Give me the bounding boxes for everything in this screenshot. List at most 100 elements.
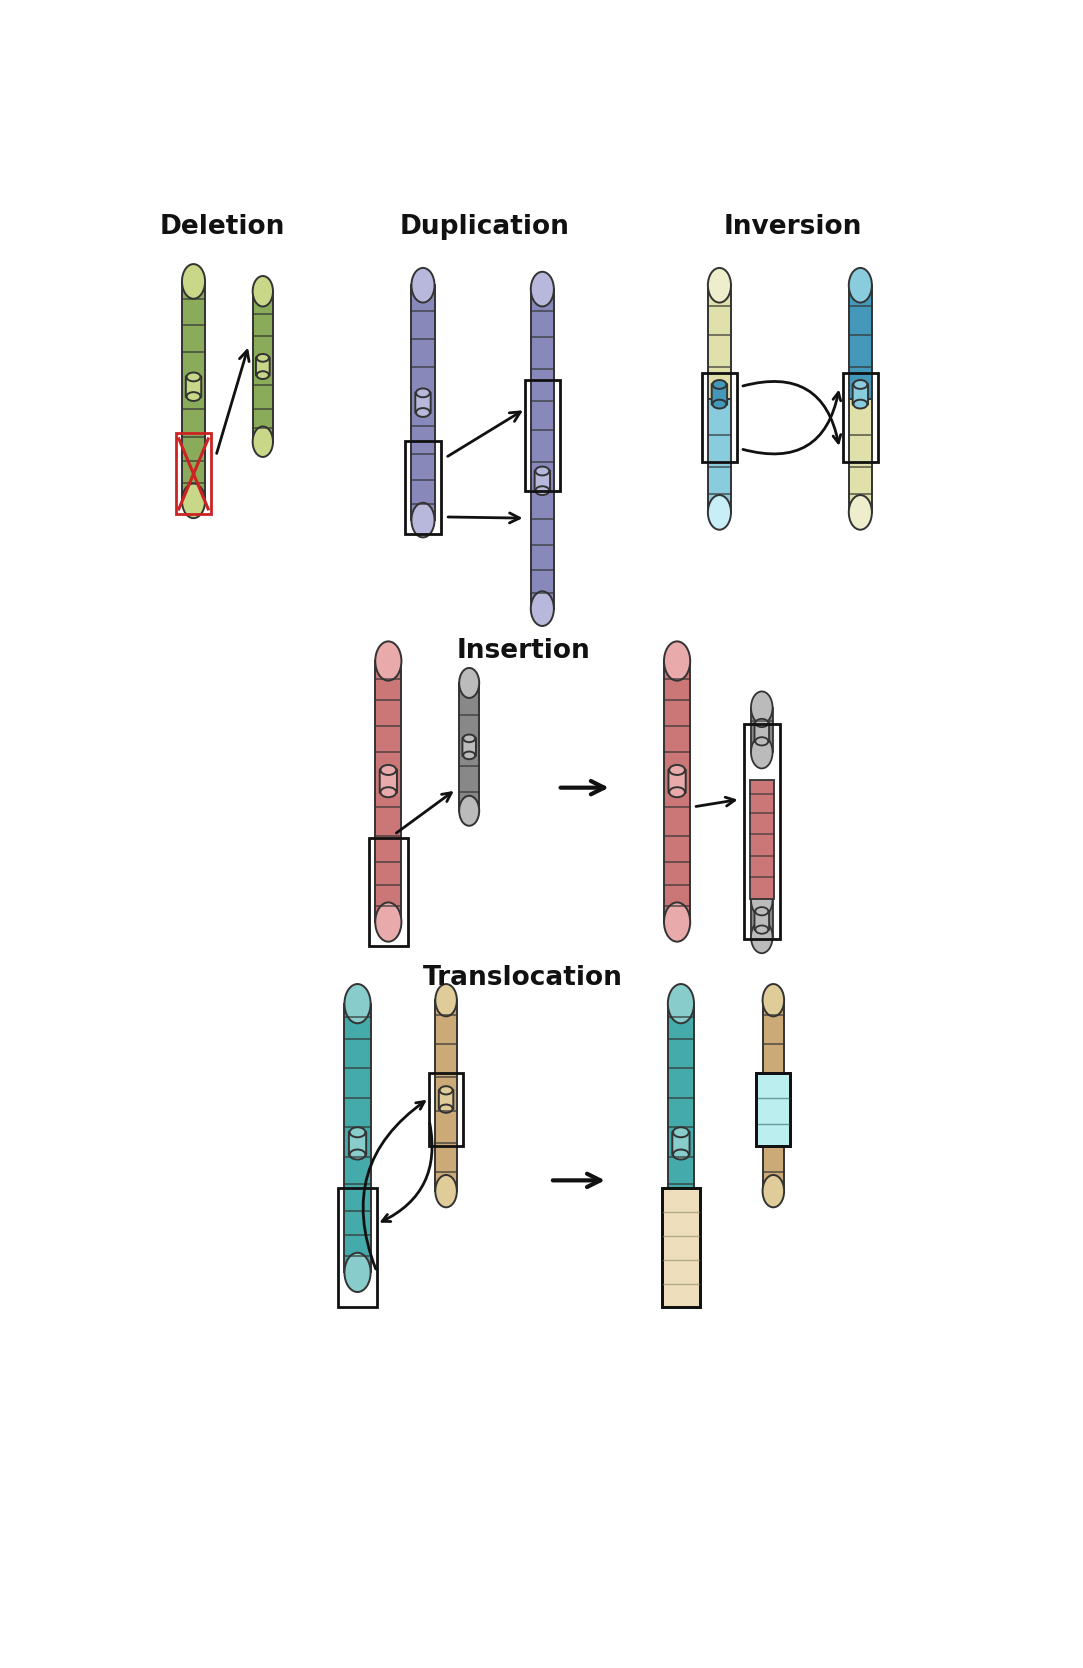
FancyBboxPatch shape	[751, 707, 772, 752]
FancyBboxPatch shape	[852, 384, 869, 405]
Ellipse shape	[350, 1149, 365, 1159]
Ellipse shape	[713, 380, 727, 389]
Ellipse shape	[464, 734, 475, 742]
Ellipse shape	[755, 737, 768, 746]
Ellipse shape	[751, 884, 772, 916]
Ellipse shape	[668, 984, 694, 1022]
FancyBboxPatch shape	[252, 292, 273, 442]
Ellipse shape	[755, 907, 768, 916]
Ellipse shape	[440, 1104, 453, 1113]
Ellipse shape	[767, 1104, 780, 1113]
Ellipse shape	[459, 796, 479, 826]
Ellipse shape	[464, 752, 475, 759]
Ellipse shape	[673, 1128, 689, 1138]
Ellipse shape	[849, 495, 872, 530]
FancyBboxPatch shape	[182, 282, 205, 500]
FancyBboxPatch shape	[186, 377, 201, 397]
Ellipse shape	[762, 1174, 784, 1208]
Ellipse shape	[380, 787, 396, 797]
Bar	[756, 1073, 791, 1146]
Ellipse shape	[664, 902, 690, 942]
Bar	[662, 1188, 701, 1308]
FancyBboxPatch shape	[349, 1131, 366, 1156]
Ellipse shape	[664, 642, 690, 681]
Ellipse shape	[708, 269, 731, 302]
Ellipse shape	[853, 380, 867, 389]
Ellipse shape	[182, 484, 205, 519]
FancyBboxPatch shape	[535, 470, 550, 492]
FancyBboxPatch shape	[708, 285, 731, 399]
Ellipse shape	[375, 902, 402, 942]
FancyBboxPatch shape	[256, 357, 270, 375]
FancyBboxPatch shape	[766, 1089, 781, 1109]
Ellipse shape	[435, 1174, 457, 1208]
FancyBboxPatch shape	[755, 722, 769, 742]
Ellipse shape	[440, 1086, 453, 1094]
Bar	[405, 440, 441, 534]
Ellipse shape	[375, 642, 402, 681]
Text: Translocation: Translocation	[423, 964, 623, 991]
FancyBboxPatch shape	[708, 399, 731, 512]
Bar	[843, 374, 878, 462]
Ellipse shape	[416, 409, 430, 417]
FancyBboxPatch shape	[751, 901, 772, 937]
Ellipse shape	[669, 787, 684, 797]
Bar	[702, 374, 738, 462]
Bar	[756, 1073, 791, 1146]
FancyBboxPatch shape	[531, 289, 553, 609]
FancyBboxPatch shape	[380, 769, 397, 792]
FancyBboxPatch shape	[415, 392, 431, 414]
Ellipse shape	[257, 354, 269, 362]
Ellipse shape	[182, 264, 205, 299]
Ellipse shape	[853, 400, 867, 409]
Text: Duplication: Duplication	[400, 214, 570, 240]
Ellipse shape	[186, 392, 200, 400]
Bar	[369, 837, 407, 946]
Ellipse shape	[344, 984, 370, 1022]
FancyBboxPatch shape	[755, 911, 769, 931]
FancyBboxPatch shape	[849, 285, 872, 399]
Ellipse shape	[713, 400, 727, 409]
FancyBboxPatch shape	[459, 682, 479, 811]
Ellipse shape	[412, 269, 434, 302]
FancyBboxPatch shape	[439, 1089, 454, 1109]
Bar	[662, 1188, 701, 1308]
Text: Inversion: Inversion	[723, 214, 862, 240]
Ellipse shape	[673, 1149, 689, 1159]
Ellipse shape	[257, 372, 269, 379]
Text: Insertion: Insertion	[456, 637, 590, 664]
Ellipse shape	[186, 372, 200, 382]
Text: Deletion: Deletion	[160, 214, 286, 240]
Bar	[429, 1073, 464, 1146]
FancyBboxPatch shape	[664, 661, 690, 922]
Ellipse shape	[849, 269, 872, 302]
Ellipse shape	[459, 667, 479, 697]
FancyBboxPatch shape	[462, 737, 475, 756]
Bar	[338, 1188, 377, 1308]
Bar	[524, 380, 560, 490]
Ellipse shape	[751, 921, 772, 952]
Bar	[744, 724, 780, 939]
Ellipse shape	[751, 736, 772, 769]
Ellipse shape	[767, 1086, 780, 1094]
Ellipse shape	[252, 275, 273, 307]
Ellipse shape	[751, 692, 772, 724]
Ellipse shape	[531, 272, 553, 307]
Ellipse shape	[668, 1253, 694, 1293]
Ellipse shape	[535, 487, 549, 495]
Ellipse shape	[412, 502, 434, 537]
FancyBboxPatch shape	[849, 399, 872, 512]
Ellipse shape	[531, 592, 553, 626]
Ellipse shape	[708, 495, 731, 530]
FancyBboxPatch shape	[673, 1131, 690, 1156]
Bar	[175, 434, 211, 514]
Ellipse shape	[535, 467, 549, 475]
Ellipse shape	[669, 766, 684, 776]
Ellipse shape	[755, 926, 768, 934]
Ellipse shape	[762, 984, 784, 1016]
Ellipse shape	[755, 719, 768, 727]
FancyBboxPatch shape	[412, 285, 434, 520]
Ellipse shape	[344, 1253, 370, 1293]
Ellipse shape	[350, 1128, 365, 1138]
Ellipse shape	[252, 427, 273, 457]
